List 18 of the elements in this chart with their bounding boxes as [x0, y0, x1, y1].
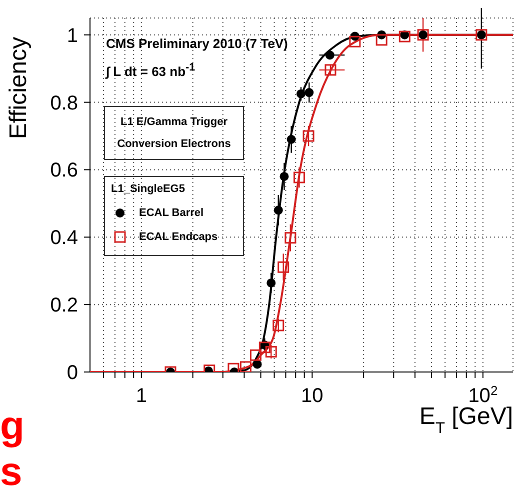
y-tick-label: 0.6	[50, 160, 78, 182]
y-tick-label: 0.4	[50, 227, 78, 250]
y-tick-label: 0	[66, 362, 78, 384]
legend-label: ECAL Endcaps	[139, 231, 218, 243]
legend-title: L1_SingleEG5	[111, 183, 185, 195]
annotation: Conversion Electrons	[117, 138, 231, 150]
x-tick-label: 10	[301, 385, 324, 407]
legend-label: ECAL Barrel	[139, 207, 204, 219]
y-axis-title: Efficiency	[5, 36, 32, 140]
text: s	[0, 450, 22, 494]
y-tick-label: 1	[66, 24, 78, 47]
annotation: CMS Preliminary 2010 (7 TeV)	[106, 36, 288, 51]
y-tick-label: 0.2	[50, 294, 78, 317]
annotation: ∫ L dt = 63 nb$^{-1}$	[106, 62, 196, 80]
x-tick-label: 1	[136, 385, 147, 407]
y-tick-label: 0.8	[50, 92, 78, 114]
annotation: L1 E/Gamma Trigger	[120, 116, 228, 128]
text: g	[0, 404, 24, 448]
